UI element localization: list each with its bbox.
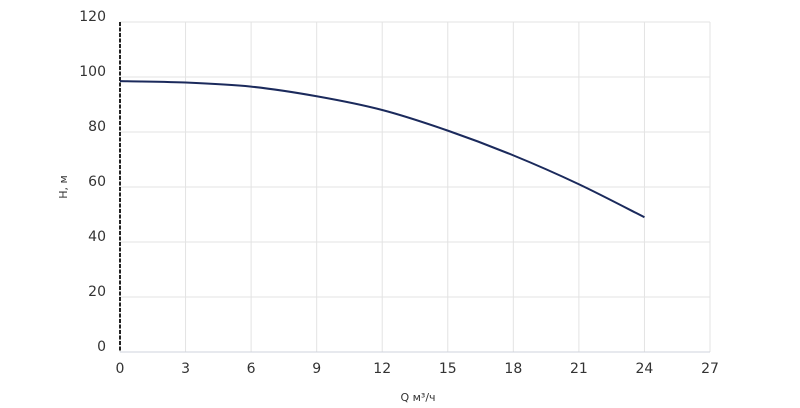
x-tick-label: 18 — [504, 361, 522, 377]
y-tick-label: 80 — [88, 119, 106, 135]
x-tick-label: 3 — [181, 361, 190, 377]
y-tick-label: 100 — [79, 64, 106, 80]
x-tick-label: 9 — [312, 361, 321, 377]
x-axis-label: Q м³/ч — [400, 391, 435, 404]
y-tick-label: 20 — [88, 284, 106, 300]
x-tick-label: 0 — [116, 361, 125, 377]
y-tick-label: 40 — [88, 229, 106, 245]
x-tick-label: 21 — [570, 361, 588, 377]
y-axis-label: H, м — [57, 175, 70, 199]
x-tick-label: 15 — [439, 361, 457, 377]
x-tick-label: 12 — [373, 361, 391, 377]
x-tick-label: 27 — [701, 361, 719, 377]
x-tick-label: 24 — [636, 361, 654, 377]
x-tick-label: 6 — [247, 361, 256, 377]
curve — [119, 80, 645, 219]
y-tick-label: 0 — [97, 339, 106, 355]
y-tick-label: 120 — [79, 9, 106, 25]
y-tick-label: 60 — [88, 174, 106, 190]
